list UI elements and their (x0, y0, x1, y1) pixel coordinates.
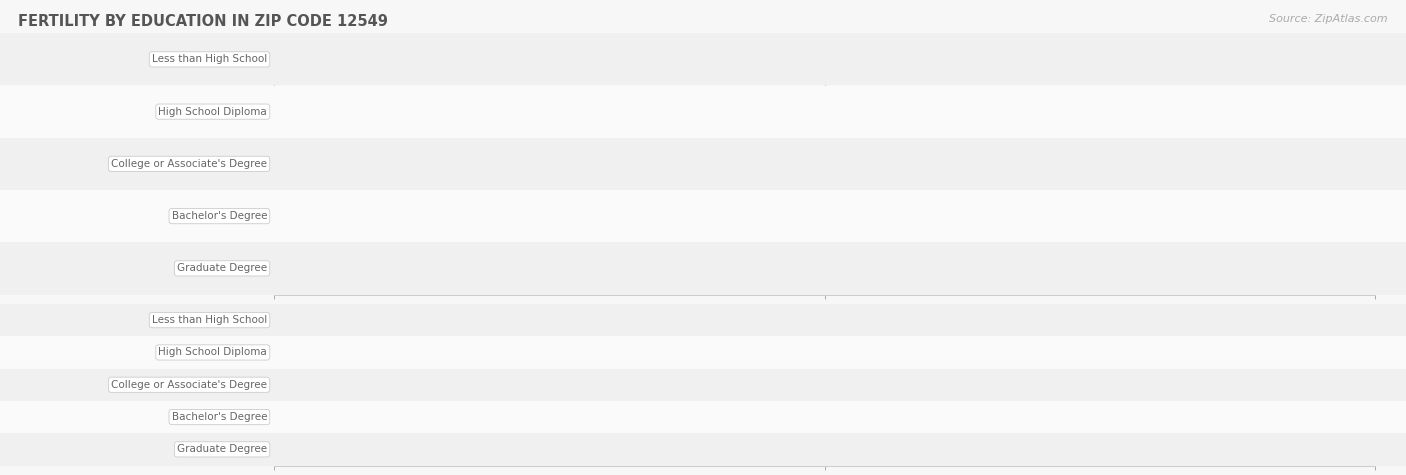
Text: 30.8%: 30.8% (711, 380, 747, 390)
Bar (274, 45, 1375, 74)
Text: Graduate Degree: Graduate Degree (177, 263, 267, 274)
Text: 263.0: 263.0 (1191, 211, 1223, 221)
Bar (274, 97, 1375, 126)
Bar (274, 408, 1184, 426)
Text: Less than High School: Less than High School (152, 54, 267, 65)
Text: 3.2%: 3.2% (332, 444, 360, 455)
Text: 0.0%: 0.0% (287, 315, 315, 325)
Text: Graduate Degree: Graduate Degree (177, 444, 267, 455)
Bar (274, 202, 1239, 230)
Text: 0.0: 0.0 (287, 54, 305, 65)
Bar (274, 343, 1375, 361)
Text: Bachelor's Degree: Bachelor's Degree (172, 412, 267, 422)
Text: Source: ZipAtlas.com: Source: ZipAtlas.com (1270, 14, 1388, 24)
Bar (274, 440, 318, 458)
Bar (274, 376, 1375, 394)
Bar (274, 254, 1375, 283)
Bar (274, 254, 352, 283)
Text: College or Associate's Degree: College or Associate's Degree (111, 159, 267, 169)
Bar (274, 150, 520, 178)
Text: 0.0: 0.0 (287, 106, 305, 117)
Text: Less than High School: Less than High School (152, 315, 267, 325)
Bar (274, 408, 1375, 426)
Bar (274, 202, 1375, 230)
Text: High School Diploma: High School Diploma (159, 347, 267, 358)
Text: 67.0: 67.0 (533, 159, 558, 169)
Text: 66.1%: 66.1% (1132, 412, 1167, 422)
Text: 0.0%: 0.0% (287, 347, 315, 358)
Text: 21.0: 21.0 (364, 263, 389, 274)
Bar (274, 376, 697, 394)
Text: High School Diploma: High School Diploma (159, 106, 267, 117)
Bar (274, 311, 1375, 329)
Bar (274, 440, 1375, 458)
Text: Bachelor's Degree: Bachelor's Degree (172, 211, 267, 221)
Bar (274, 150, 1375, 178)
Text: College or Associate's Degree: College or Associate's Degree (111, 380, 267, 390)
Text: FERTILITY BY EDUCATION IN ZIP CODE 12549: FERTILITY BY EDUCATION IN ZIP CODE 12549 (18, 14, 388, 29)
